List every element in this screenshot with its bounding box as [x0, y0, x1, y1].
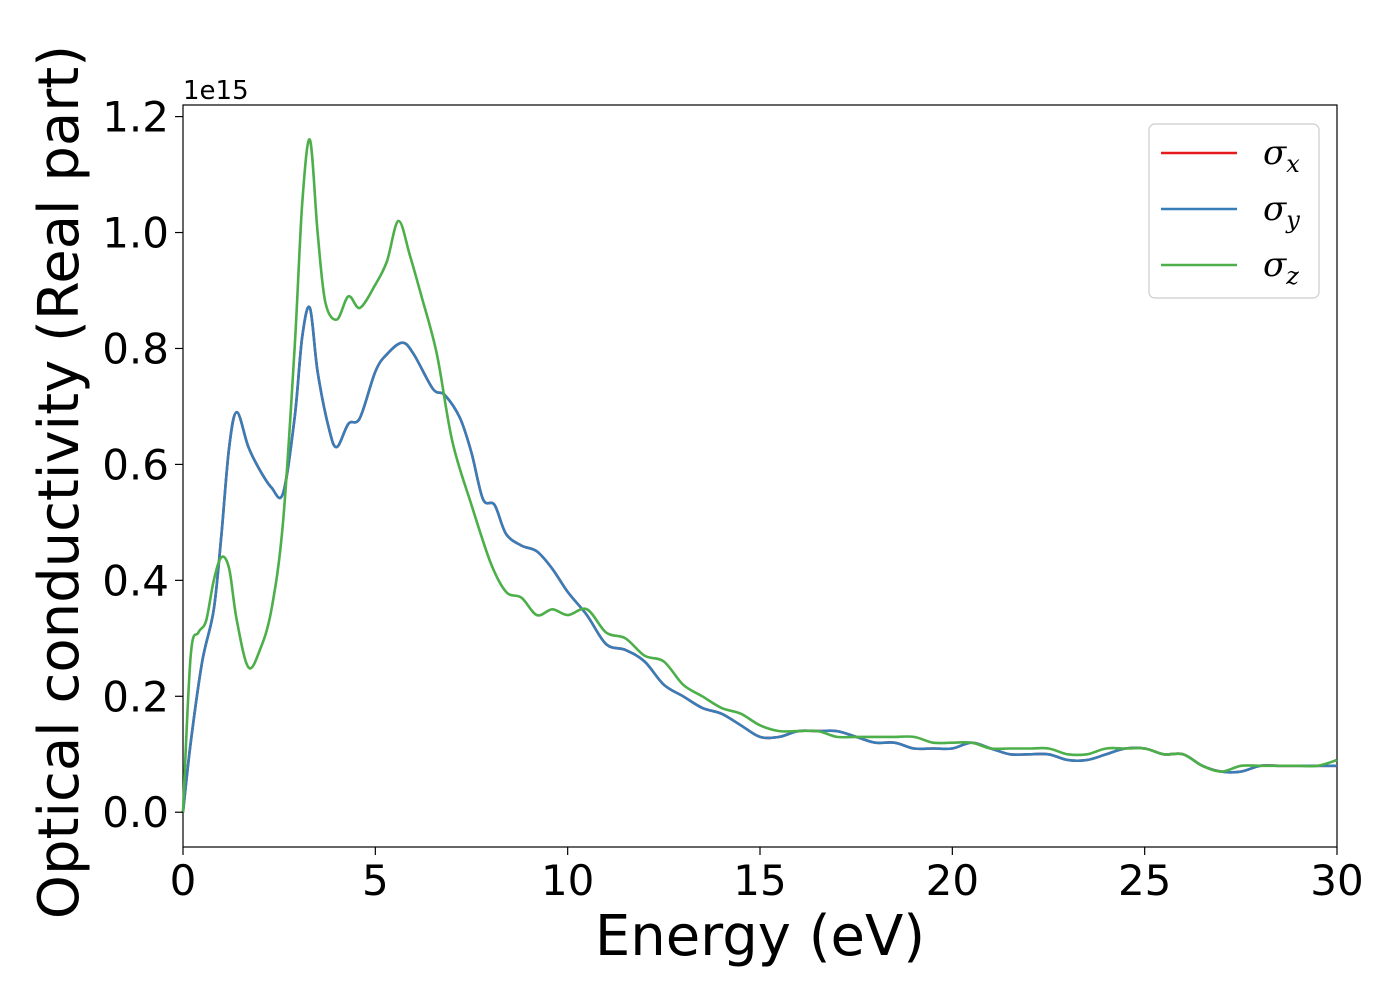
x-tick-label: 20: [926, 856, 979, 905]
legend-entry-y: σy: [1263, 189, 1300, 234]
x-tick-label: 30: [1310, 856, 1363, 905]
x-axis-label: Energy (eV): [595, 904, 925, 969]
y-tick-label: 0.6: [102, 440, 169, 489]
y-axis-label: Optical conductivity (Real part): [27, 45, 92, 919]
series-lines: [181, 138, 1338, 813]
y-tick-label: 1.2: [102, 93, 169, 142]
legend-symbol: σ: [1263, 189, 1287, 229]
legend-subscript: y: [1285, 206, 1300, 234]
x-tick-label: 15: [733, 856, 786, 905]
x-axis-ticks: 0 5 10 15 20 25 30: [170, 847, 1364, 905]
legend-subscript: x: [1286, 150, 1300, 178]
y-axis-offset-label: 1e15: [183, 76, 249, 106]
y-tick-label: 1.0: [102, 209, 169, 258]
y-axis-ticks: 0.0 0.2 0.4 0.6 0.8 1.0 1.2: [102, 93, 183, 837]
legend-symbol: σ: [1263, 133, 1287, 173]
legend-box: [1148, 123, 1320, 299]
legend-entry-z: σz: [1263, 245, 1299, 290]
legend-symbol: σ: [1263, 245, 1287, 285]
x-tick-label: 0: [170, 856, 197, 905]
x-tick-label: 25: [1118, 856, 1171, 905]
y-tick-label: 0.4: [102, 556, 169, 605]
x-tick-label: 5: [362, 856, 389, 905]
y-tick-label: 0.8: [102, 324, 169, 373]
legend-entry-x: σx: [1263, 133, 1300, 178]
legend-subscript: z: [1285, 262, 1299, 290]
x-tick-label: 10: [541, 856, 594, 905]
series-line-z: [181, 138, 1338, 813]
y-tick-label: 0.0: [102, 788, 169, 837]
y-tick-label: 0.2: [102, 672, 169, 721]
series-line-y: [181, 305, 1337, 813]
